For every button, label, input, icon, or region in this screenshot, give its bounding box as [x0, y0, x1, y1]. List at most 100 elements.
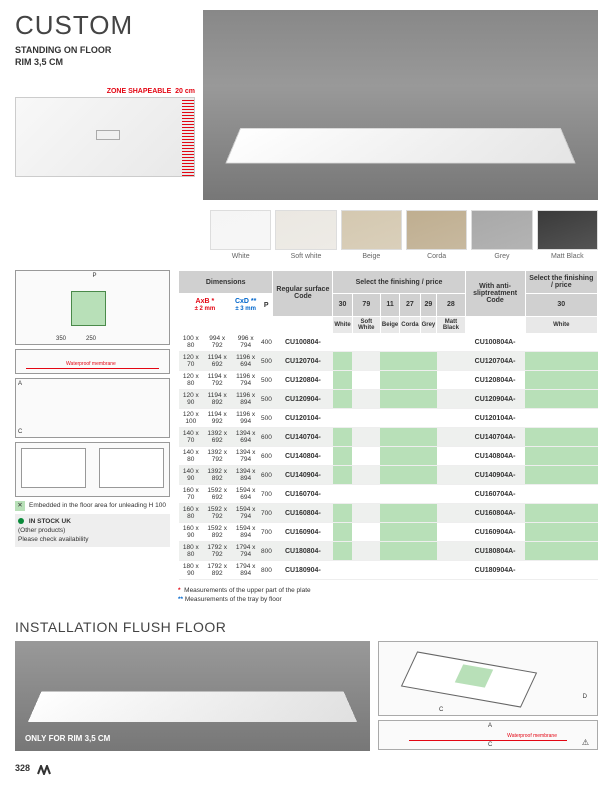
- th-regular-code: Regular surface Code: [273, 271, 333, 317]
- cell-cd: 1794 x 794: [231, 542, 260, 561]
- cell-finish: [380, 523, 399, 542]
- cell-finish: [400, 561, 420, 580]
- cell-dim: 120 x 70: [179, 352, 204, 371]
- cell-p: 400: [260, 333, 273, 352]
- cell-finish: [400, 409, 420, 428]
- cell-p: 700: [260, 485, 273, 504]
- cell-anti-finish: [525, 428, 597, 447]
- cell-dim: 120 x 80: [179, 371, 204, 390]
- cell-finish: [420, 542, 437, 561]
- cell-cd: 1594 x 794: [231, 504, 260, 523]
- th-anti-finish-label: White: [525, 316, 597, 333]
- cell-cd: 1196 x 794: [231, 371, 260, 390]
- cell-finish: [333, 485, 352, 504]
- cell-ab: 1792 x 892: [203, 561, 231, 580]
- cell-finish: [333, 523, 352, 542]
- cell-finish: [352, 352, 380, 371]
- cell-ab: 1392 x 892: [203, 466, 231, 485]
- cell-finish: [400, 352, 420, 371]
- cell-finish: [380, 561, 399, 580]
- cell-p: 800: [260, 542, 273, 561]
- th-finish-label: Matt Black: [437, 316, 465, 333]
- cell-anti-code: CU180904A-: [465, 561, 525, 580]
- cell-finish: [400, 333, 420, 352]
- cell-finish: [420, 409, 437, 428]
- cell-finish: [420, 485, 437, 504]
- cell-finish: [352, 333, 380, 352]
- table-row: 160 x 901592 x 8921594 x 894700CU160904-…: [179, 523, 598, 542]
- th-finish-label: White: [333, 316, 352, 333]
- cell-finish: [437, 371, 465, 390]
- cell-finish: [333, 390, 352, 409]
- cell-finish: [333, 542, 352, 561]
- cell-finish: [437, 352, 465, 371]
- th-finish-label: Grey: [420, 316, 437, 333]
- swatch-white: [210, 210, 271, 250]
- swatch-label: White: [210, 253, 271, 260]
- th-finish-code: 29: [420, 294, 437, 317]
- cell-code: CU160904-: [273, 523, 333, 542]
- cell-finish: [400, 466, 420, 485]
- cell-dim: 140 x 80: [179, 447, 204, 466]
- cell-finish: [333, 352, 352, 371]
- cell-code: CU180804-: [273, 542, 333, 561]
- th-finish-code: 79: [352, 294, 380, 317]
- cell-p: 500: [260, 352, 273, 371]
- cell-anti-finish: [525, 371, 597, 390]
- cell-anti-finish: [525, 523, 597, 542]
- cell-finish: [380, 504, 399, 523]
- cell-finish: [380, 428, 399, 447]
- cell-anti-finish: [525, 561, 597, 580]
- cell-finish: [437, 523, 465, 542]
- cell-finish: [380, 409, 399, 428]
- cell-dim: 140 x 70: [179, 428, 204, 447]
- flush-floor-diagrams: C D A C Waterproof membrane ⚠: [378, 641, 598, 751]
- cell-finish: [400, 447, 420, 466]
- cell-finish: [420, 523, 437, 542]
- cell-finish: [420, 504, 437, 523]
- flush-floor-title: INSTALLATION FLUSH FLOOR: [15, 619, 598, 635]
- page-footer: 328: [15, 763, 598, 773]
- cell-dim: 120 x 90: [179, 390, 204, 409]
- cell-p: 600: [260, 447, 273, 466]
- th-finish-code: 11: [380, 294, 399, 317]
- cell-dim: 160 x 80: [179, 504, 204, 523]
- cell-finish: [333, 504, 352, 523]
- cell-finish: [400, 523, 420, 542]
- swatch-grey: [471, 210, 532, 250]
- cell-anti-code: CU140704A-: [465, 428, 525, 447]
- diagram-plan: P 350 250: [15, 270, 170, 345]
- cell-code: CU180904-: [273, 561, 333, 580]
- th-finish-label: Beige: [380, 316, 399, 333]
- cell-finish: [400, 485, 420, 504]
- cell-ab: 994 x 792: [203, 333, 231, 352]
- cell-dim: 180 x 90: [179, 561, 204, 580]
- cell-anti-finish: [525, 542, 597, 561]
- swatch-soft-white: [275, 210, 336, 250]
- th-finish-code: 28: [437, 294, 465, 317]
- cell-dim: 140 x 90: [179, 466, 204, 485]
- cell-dim: 100 x 80: [179, 333, 204, 352]
- table-row: 160 x 801592 x 7921594 x 794700CU160804-…: [179, 504, 598, 523]
- cell-cd: 1196 x 894: [231, 390, 260, 409]
- cell-cd: 1196 x 994: [231, 409, 260, 428]
- cell-anti-code: CU120804A-: [465, 371, 525, 390]
- cell-finish: [333, 561, 352, 580]
- th-finish-code: 30: [333, 294, 352, 317]
- cell-finish: [437, 447, 465, 466]
- swatch-label: Soft white: [275, 253, 336, 260]
- cell-p: 500: [260, 409, 273, 428]
- cell-ab: 1592 x 792: [203, 504, 231, 523]
- swatch-label: Beige: [341, 253, 402, 260]
- cell-p: 700: [260, 504, 273, 523]
- th-finish-label: Corda: [400, 316, 420, 333]
- cell-finish: [420, 352, 437, 371]
- table-row: 140 x 801392 x 7921394 x 794600CU140804-…: [179, 447, 598, 466]
- subtitle-2: RIM 3,5 CM: [15, 57, 195, 69]
- cell-finish: [420, 390, 437, 409]
- cell-p: 700: [260, 523, 273, 542]
- cell-ab: 1194 x 892: [203, 390, 231, 409]
- cell-dim: 160 x 70: [179, 485, 204, 504]
- table-row: 120 x 801194 x 7921196 x 794500CU120804-…: [179, 371, 598, 390]
- cell-p: 800: [260, 561, 273, 580]
